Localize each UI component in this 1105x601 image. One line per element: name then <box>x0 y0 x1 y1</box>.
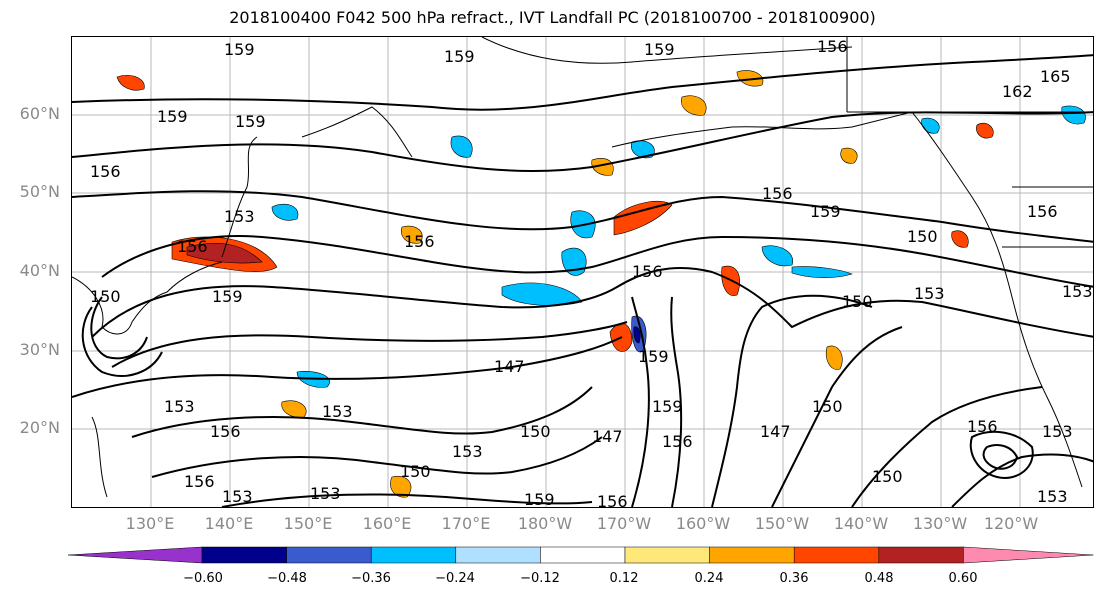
contour-label: 147 <box>494 357 525 376</box>
lat-label: 30°N <box>19 340 60 359</box>
contour-label: 156 <box>1027 202 1058 221</box>
graticule <box>72 37 1093 507</box>
colorbar-segment <box>709 546 795 564</box>
colorbar-segment <box>455 546 541 564</box>
lat-label: 60°N <box>19 104 60 123</box>
lon-label: 150°W <box>754 514 810 533</box>
colorbar-tick-label: 0.60 <box>948 571 978 586</box>
colorbar-tick-label: −0.48 <box>267 571 307 586</box>
contour-label: 156 <box>210 422 241 441</box>
lon-label: 130°E <box>125 514 175 533</box>
contour-label: 150 <box>907 227 938 246</box>
contour-label: 153 <box>452 442 483 461</box>
colorbar-tick-label: −0.12 <box>520 571 560 586</box>
contour-label: 159 <box>157 107 188 126</box>
colorbar-segment <box>370 546 457 564</box>
height-contours <box>72 54 1093 507</box>
contour-label: 153 <box>310 484 341 503</box>
contour-label: 159 <box>235 112 266 131</box>
contour-label: 165 <box>1040 67 1071 86</box>
lon-label: 180°W <box>517 514 573 533</box>
contour-label: 153 <box>222 487 253 506</box>
contour-label: 150 <box>520 422 551 441</box>
contour-label: 153 <box>1042 422 1073 441</box>
map-panel: 159 159 156 159 159 156 156 153 156 150 … <box>71 36 1094 508</box>
contour-label: 150 <box>400 462 431 481</box>
colorbar-segment <box>286 546 372 564</box>
lon-label: 160°E <box>362 514 412 533</box>
colorbar-tick-label: 0.48 <box>864 571 894 586</box>
contour-label: 153 <box>322 402 353 421</box>
contour-label: 159 <box>524 490 555 508</box>
lon-label: 140°W <box>833 514 889 533</box>
lon-label: 160°W <box>675 514 731 533</box>
contour-labels: 159 159 156 159 159 156 156 153 156 150 … <box>90 37 1093 508</box>
contour-label: 153 <box>1037 487 1068 506</box>
lon-label: 130°W <box>912 514 968 533</box>
lon-label: 170°E <box>441 514 491 533</box>
contour-label: 153 <box>1062 282 1093 301</box>
contour-label: 156 <box>762 184 793 203</box>
contour-label: 156 <box>90 162 121 181</box>
colorbar-tick-label: −0.60 <box>183 571 223 586</box>
contour-label: 153 <box>224 207 255 226</box>
contour-label: 147 <box>760 422 791 441</box>
contour-label: 147 <box>592 427 623 446</box>
contour-label: 150 <box>872 467 903 486</box>
contour-label: 156 <box>184 472 215 491</box>
ivt-shading <box>116 70 1086 498</box>
contour-label: 156 <box>662 432 693 451</box>
colorbar-segment <box>878 546 964 564</box>
colorbar-extend-low <box>68 546 203 564</box>
lon-label: 170°W <box>596 514 652 533</box>
colorbar-tick-label: −0.24 <box>435 571 475 586</box>
colorbar-segment <box>793 546 880 564</box>
lat-label: 40°N <box>19 261 60 280</box>
map-canvas: 159 159 156 159 159 156 156 153 156 150 … <box>72 37 1093 508</box>
contour-label: 159 <box>212 287 243 306</box>
lon-label: 120°W <box>983 514 1039 533</box>
lon-label: 150°E <box>283 514 333 533</box>
contour-label: 159 <box>644 40 675 59</box>
contour-label: 159 <box>444 47 475 66</box>
lon-label: 140°E <box>204 514 254 533</box>
contour-label: 150 <box>842 292 873 311</box>
contour-label: 156 <box>597 492 628 508</box>
contour-label: 150 <box>812 397 843 416</box>
contour-label: 162 <box>1002 82 1033 101</box>
contour-label: 153 <box>164 397 195 416</box>
contour-label: 159 <box>652 397 683 416</box>
colorbar-tick-label: 0.12 <box>609 571 639 586</box>
contour-label: 150 <box>90 287 121 306</box>
contour-label: 153 <box>914 284 945 303</box>
colorbar-segment <box>540 546 626 564</box>
contour-label: 156 <box>404 232 435 251</box>
contour-label: 159 <box>810 202 841 221</box>
contour-label: 156 <box>177 237 208 256</box>
lat-label: 50°N <box>19 182 60 201</box>
colorbar-extend-high <box>963 546 1094 564</box>
contour-label: 156 <box>632 262 663 281</box>
lat-label: 20°N <box>19 418 60 437</box>
coastlines <box>72 37 1093 498</box>
colorbar-segment <box>624 546 710 564</box>
contour-label: 159 <box>224 40 255 59</box>
colorbar <box>68 546 1094 564</box>
colorbar-tick-label: −0.36 <box>351 571 391 586</box>
contour-label: 156 <box>967 417 998 436</box>
chart-title: 2018100400 F042 500 hPa refract., IVT La… <box>229 8 876 27</box>
colorbar-tick-label: 0.24 <box>694 571 724 586</box>
colorbar-tick-label: 0.36 <box>779 571 809 586</box>
colorbar-segment <box>201 546 287 564</box>
contour-label: 156 <box>817 37 848 56</box>
contour-label: 159 <box>638 347 669 366</box>
